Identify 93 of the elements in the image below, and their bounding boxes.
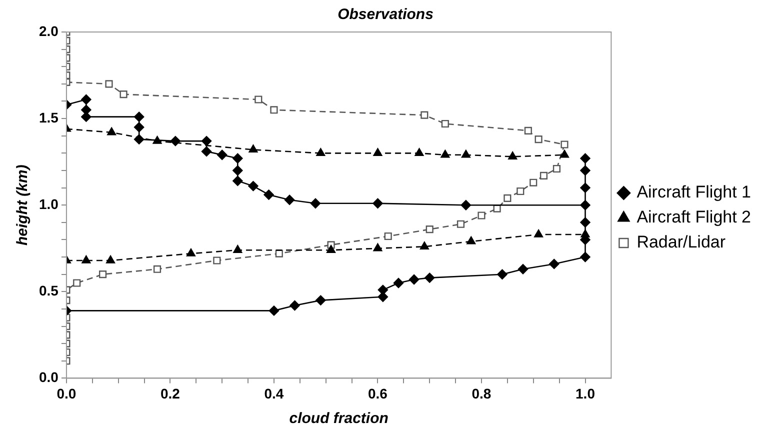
point bbox=[217, 150, 228, 160]
point bbox=[213, 256, 221, 264]
point bbox=[284, 194, 295, 206]
y-tick-label: 0.5 bbox=[38, 282, 59, 299]
point bbox=[248, 180, 258, 192]
point bbox=[424, 272, 435, 283]
legend-label: Radar/Lidar bbox=[636, 232, 726, 252]
point bbox=[264, 190, 274, 200]
point bbox=[201, 146, 212, 157]
point bbox=[552, 164, 560, 173]
point bbox=[580, 252, 590, 262]
point bbox=[560, 150, 569, 158]
point bbox=[107, 127, 116, 136]
point bbox=[373, 243, 382, 252]
point bbox=[316, 295, 326, 306]
point bbox=[233, 245, 242, 253]
point bbox=[134, 112, 144, 122]
point bbox=[81, 94, 92, 105]
point bbox=[580, 200, 590, 210]
point bbox=[373, 148, 382, 156]
point bbox=[530, 178, 538, 186]
x-tick-label: 0.4 bbox=[264, 385, 284, 402]
point bbox=[186, 248, 196, 256]
point bbox=[268, 306, 280, 316]
point bbox=[106, 255, 116, 264]
x-tick-label: 0.0 bbox=[56, 385, 76, 402]
point bbox=[270, 106, 278, 114]
legend-label: Aircraft Flight 1 bbox=[636, 182, 751, 202]
point bbox=[232, 176, 243, 186]
point bbox=[426, 226, 434, 234]
x-tick-label: 0.8 bbox=[472, 385, 492, 402]
point bbox=[534, 136, 542, 144]
point bbox=[248, 144, 258, 153]
point bbox=[466, 236, 476, 244]
point bbox=[580, 217, 590, 228]
point bbox=[82, 255, 91, 264]
point bbox=[81, 112, 92, 122]
point bbox=[549, 258, 560, 270]
point bbox=[378, 292, 388, 302]
point bbox=[461, 150, 470, 158]
point bbox=[420, 111, 428, 119]
point bbox=[372, 198, 383, 208]
point bbox=[580, 153, 590, 164]
point bbox=[493, 204, 501, 212]
point bbox=[460, 200, 472, 210]
point bbox=[518, 264, 528, 274]
x-axis-title: cloud fraction bbox=[289, 410, 388, 428]
point bbox=[326, 245, 336, 253]
point bbox=[408, 274, 420, 285]
point bbox=[441, 120, 449, 128]
point bbox=[275, 250, 283, 258]
point bbox=[105, 80, 113, 88]
y-tick-label: 1.5 bbox=[38, 109, 59, 126]
point bbox=[384, 232, 392, 240]
point bbox=[580, 165, 590, 176]
point bbox=[420, 242, 429, 250]
point bbox=[134, 122, 144, 132]
point bbox=[290, 300, 300, 311]
point bbox=[478, 212, 486, 220]
y-axis-title: height (km) bbox=[14, 164, 32, 246]
point bbox=[232, 153, 243, 164]
x-tick-label: 1.0 bbox=[576, 385, 596, 402]
point bbox=[540, 172, 548, 180]
point bbox=[504, 194, 512, 202]
point bbox=[316, 148, 326, 156]
point bbox=[310, 198, 321, 208]
point bbox=[201, 136, 212, 146]
legend-label: Aircraft Flight 2 bbox=[636, 208, 751, 227]
point bbox=[560, 140, 568, 148]
point bbox=[134, 134, 144, 144]
point bbox=[393, 278, 404, 288]
point bbox=[440, 150, 450, 158]
point bbox=[508, 152, 518, 160]
point bbox=[254, 96, 262, 104]
point bbox=[516, 187, 524, 196]
x-tick-label: 0.2 bbox=[160, 385, 180, 402]
point bbox=[534, 229, 544, 238]
point bbox=[414, 148, 424, 156]
y-tick-label: 2.0 bbox=[38, 22, 59, 39]
y-tick-label: 0.0 bbox=[38, 369, 59, 386]
point bbox=[153, 265, 162, 273]
point bbox=[497, 269, 508, 280]
chart-title: Observations bbox=[338, 6, 434, 24]
y-tick-label: 1.0 bbox=[38, 196, 59, 212]
point bbox=[170, 136, 181, 146]
point bbox=[232, 165, 243, 176]
point bbox=[524, 126, 532, 134]
x-tick-label: 0.6 bbox=[368, 385, 388, 402]
point bbox=[73, 279, 81, 287]
point bbox=[98, 270, 107, 278]
point bbox=[456, 220, 465, 228]
point bbox=[580, 182, 590, 193]
point bbox=[120, 90, 128, 98]
